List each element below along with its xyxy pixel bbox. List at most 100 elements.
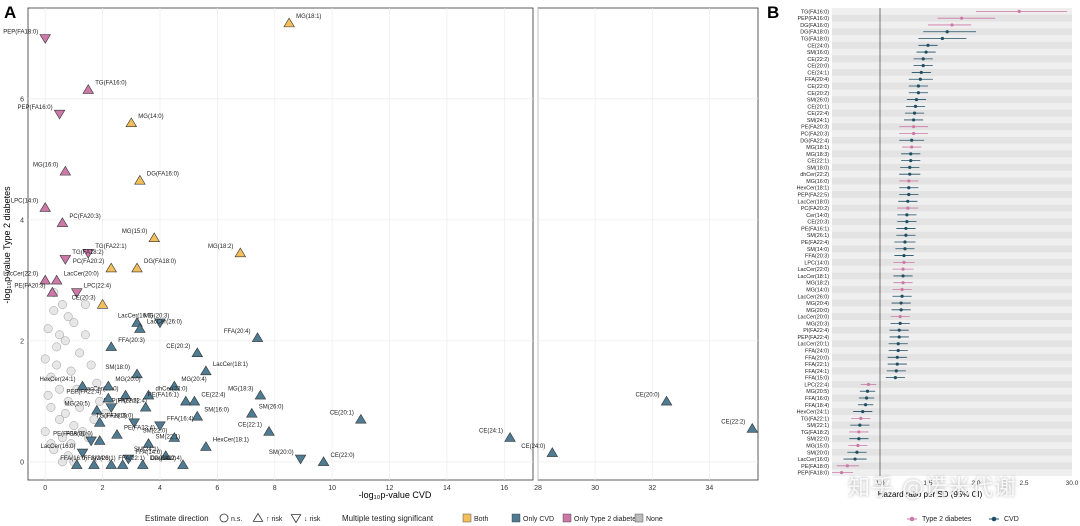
- forest-row-label: CE(20:0): [807, 64, 829, 70]
- ns-point: [40, 427, 50, 437]
- forest-row-label: dhCer(22:2): [800, 172, 829, 178]
- forest-row-label: MG(20:5): [806, 389, 829, 395]
- forest-estimate-point: [908, 172, 912, 176]
- forest-row-label: CE(20:3): [807, 220, 829, 226]
- forest-row-label: TG(FA18:0): [801, 37, 829, 43]
- x-tick-label: 10: [328, 485, 336, 492]
- x-tick-label: 8: [273, 485, 277, 492]
- forest-row-label: SM(26:1): [807, 233, 829, 239]
- point-marker: [254, 389, 267, 400]
- point-label: FFA(20:0): [66, 432, 93, 438]
- point-marker: [294, 454, 307, 465]
- x-tick-label: 14: [443, 485, 451, 492]
- forest-rows: TG(FA16:0)PEP(FA16:0)DG(FA16:0)DG(FA18:0…: [797, 8, 1072, 477]
- ns-point: [57, 300, 67, 309]
- point-label: FFA(20:3): [118, 338, 145, 344]
- ns-point: [63, 396, 73, 406]
- point-label: TG(FA22:1): [95, 244, 126, 250]
- ns-point: [46, 439, 56, 449]
- x-tick-label: 16: [500, 485, 508, 492]
- point-marker: [283, 17, 295, 28]
- forest-row-label: LacCer(18:1): [798, 274, 830, 280]
- forest-row-stripe: [832, 211, 1072, 219]
- ns-point: [49, 306, 59, 316]
- forest-estimate-point: [940, 36, 945, 41]
- forest-estimate-point: [907, 192, 911, 197]
- forest-estimate-point: [909, 159, 913, 163]
- forest-estimate-point: [899, 301, 903, 305]
- forest-row-stripe: [832, 320, 1072, 327]
- point-marker: [122, 454, 135, 465]
- point-marker: [546, 447, 559, 457]
- point-label: LPC(14:0): [11, 199, 38, 205]
- forest-row-label: LacCer(26:0): [798, 294, 830, 300]
- forest-row-stripe: [832, 62, 1072, 70]
- ns-point: [80, 300, 90, 309]
- forest-row-stripe: [832, 225, 1072, 232]
- point-marker: [159, 450, 172, 460]
- point-label: CE(22:4): [201, 392, 225, 398]
- forest-row-label: MG(14:0): [806, 287, 829, 293]
- point-label: MG(18:2): [208, 244, 233, 250]
- point-marker: [105, 403, 117, 413]
- forest-row-label: FFA(15:0): [805, 376, 829, 382]
- point-marker: [111, 429, 123, 439]
- point-marker: [317, 456, 330, 466]
- forest-row-label: TG(FA18:2): [801, 430, 829, 436]
- point-label: SM(16:0): [204, 407, 229, 413]
- ns-point: [86, 360, 96, 370]
- point-marker: [660, 395, 673, 406]
- point-label: TG(FA18:2): [72, 250, 103, 256]
- forest-row-stripe: [832, 333, 1072, 341]
- forest-estimate-point: [861, 409, 865, 414]
- point-label: HexCer(24:1): [40, 377, 76, 383]
- y-tick-label: 6: [20, 96, 24, 103]
- x-tick-label: 0: [43, 485, 47, 492]
- point-label: LacCer(18:1): [213, 362, 248, 368]
- point-marker: [188, 395, 201, 406]
- forest-row-label: FFA(22:1): [805, 362, 829, 368]
- point-marker: [76, 448, 89, 459]
- point-label: MG(15:0): [122, 229, 147, 235]
- legend-significance-swatch: [562, 513, 572, 523]
- point-marker: [70, 288, 83, 298]
- point-label: CE(20:1): [330, 410, 354, 416]
- point-marker: [136, 459, 149, 469]
- y-tick-label: 0: [20, 459, 24, 466]
- point-label: PEP(FA22:4): [66, 389, 101, 395]
- point-marker: [53, 109, 66, 120]
- point-label: dhCer(22:0): [156, 386, 188, 392]
- forest-row-stripe: [832, 387, 1072, 395]
- point-marker: [142, 389, 155, 400]
- ns-point: [75, 402, 85, 412]
- forest-estimate-point: [950, 23, 954, 27]
- forest-estimate-point: [858, 423, 862, 427]
- point-label: LPC(22:4): [84, 283, 111, 289]
- ns-point: [80, 330, 90, 340]
- x-tick-label: 32: [648, 485, 656, 492]
- point-marker: [82, 249, 95, 259]
- ns-point: [60, 336, 70, 346]
- forest-legend: Type 2 diabetes CVD: [907, 516, 1019, 523]
- forest-row-stripe: [832, 469, 1072, 476]
- forest-row-label: SM(16:0): [807, 50, 829, 56]
- forest-row-label: DG(FA18:0): [800, 30, 829, 36]
- forest-row-stripe: [832, 197, 1072, 205]
- legend-down-symbol: [290, 514, 302, 524]
- forest-row-stripe: [832, 414, 1072, 422]
- point-marker: [59, 255, 72, 265]
- forest-axis: 1.0 1.5 2.0 2.5 30.0: [875, 8, 1079, 487]
- point-marker: [142, 438, 155, 448]
- forest-estimate-point: [895, 362, 899, 366]
- forest-row-label: LPC(14:0): [804, 260, 829, 266]
- forest-row-label: FFA(20:0): [805, 355, 829, 361]
- point-label: PEP(FA18:0): [3, 29, 38, 35]
- legend-significance-swatch: [511, 513, 521, 523]
- point-marker: [76, 380, 89, 391]
- forest-row-label: FFA(24:0): [805, 349, 829, 355]
- point-label: FFA(16:0): [60, 456, 87, 462]
- forest-row-label: CE(20:2): [807, 91, 829, 97]
- point-label: MG(20:0): [115, 377, 140, 383]
- forest-estimate-point: [918, 77, 922, 81]
- ns-point: [75, 348, 85, 358]
